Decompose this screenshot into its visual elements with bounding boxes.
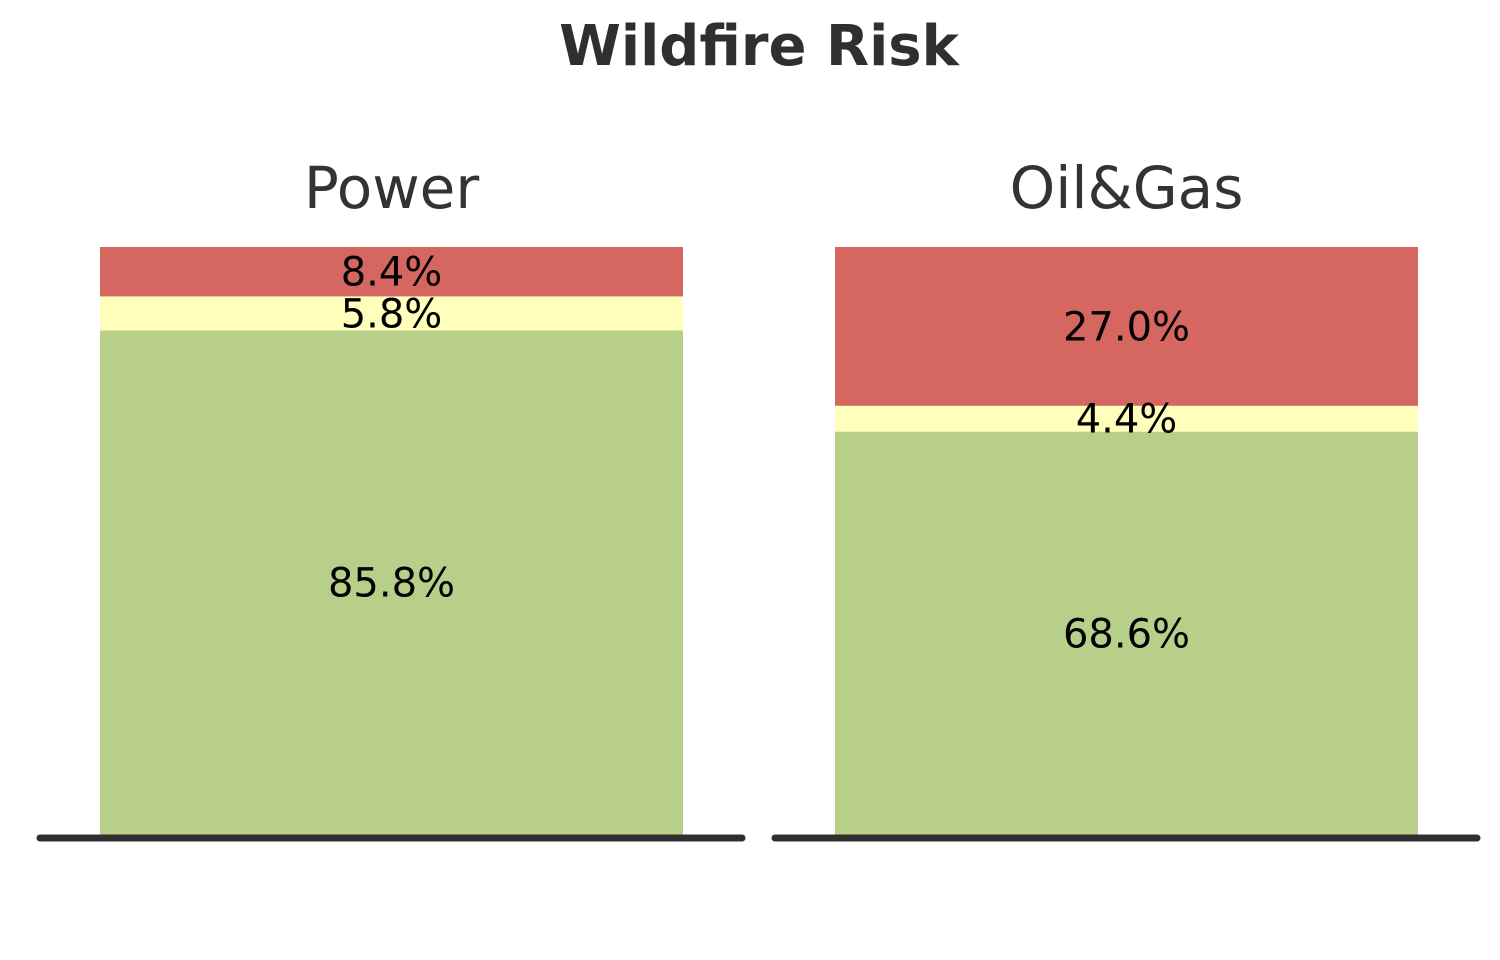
bar-segment: [100, 330, 683, 835]
data-label: 27.0%: [1063, 304, 1190, 350]
bar-segment: [100, 296, 683, 331]
bar-segment: [835, 431, 1418, 835]
data-label: 4.4%: [1076, 397, 1178, 443]
panel-oil-gas: Oil&Gas 68.6% 4.4% 27.0%: [771, 154, 1481, 842]
chart-title: Wildfire Risk: [559, 14, 959, 79]
bar-segment: [835, 405, 1418, 432]
data-label: 85.8%: [328, 561, 455, 607]
panel-title: Oil&Gas: [1010, 154, 1244, 222]
panel-title: Power: [304, 154, 480, 222]
bar-segment: [835, 247, 1418, 406]
data-label: 8.4%: [341, 250, 443, 296]
data-label: 5.8%: [341, 291, 443, 337]
data-label: 68.6%: [1063, 611, 1190, 657]
bar-segment: [100, 247, 683, 297]
panel-power: Power 85.8% 5.8%8.4%: [36, 154, 746, 842]
